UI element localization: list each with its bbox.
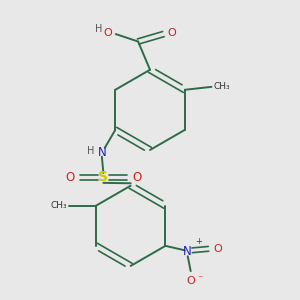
Text: CH₃: CH₃ bbox=[214, 82, 230, 91]
Text: O: O bbox=[103, 28, 112, 38]
Text: O: O bbox=[168, 28, 177, 38]
Text: S: S bbox=[98, 170, 108, 184]
Text: O: O bbox=[132, 171, 141, 184]
Text: O: O bbox=[214, 244, 222, 254]
Text: O: O bbox=[65, 171, 74, 184]
Text: H: H bbox=[95, 24, 103, 34]
Text: N: N bbox=[183, 245, 192, 258]
Text: CH₃: CH₃ bbox=[50, 201, 67, 210]
Text: ⁻: ⁻ bbox=[197, 275, 203, 285]
Text: H: H bbox=[87, 146, 94, 156]
Text: +: + bbox=[195, 237, 202, 246]
Text: N: N bbox=[98, 146, 106, 159]
Text: O: O bbox=[186, 276, 195, 286]
